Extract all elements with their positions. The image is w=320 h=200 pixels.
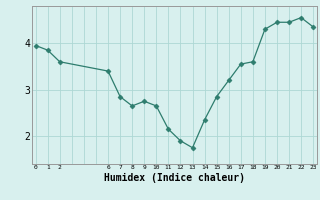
X-axis label: Humidex (Indice chaleur): Humidex (Indice chaleur) xyxy=(104,173,245,183)
